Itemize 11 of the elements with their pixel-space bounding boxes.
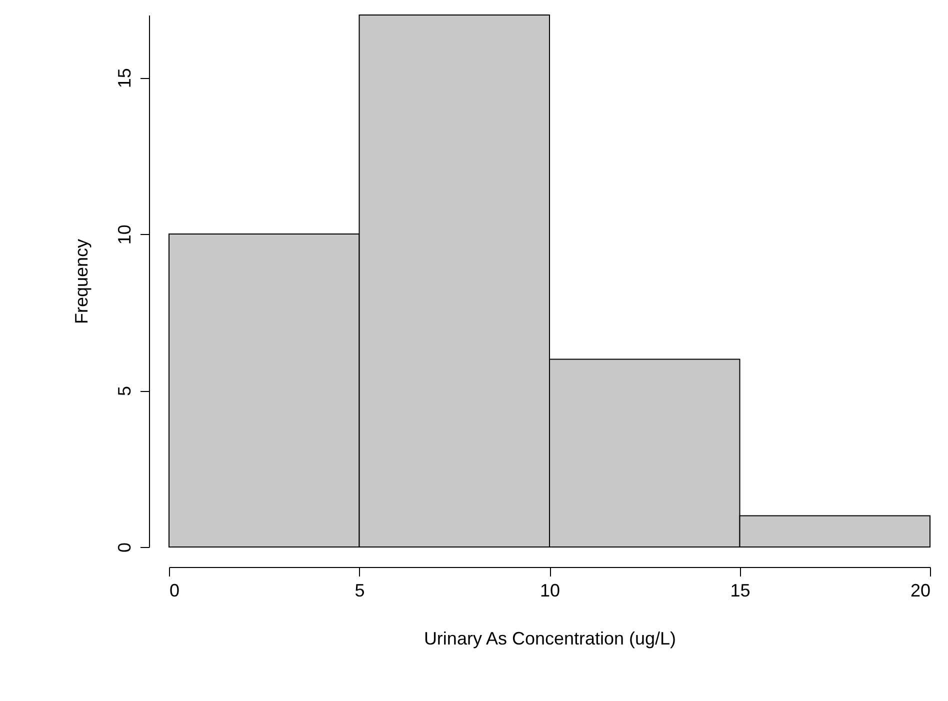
y-axis-title: Frequency: [72, 238, 92, 324]
y-tick-label: 0: [114, 542, 134, 553]
x-tick-label: 5: [354, 580, 365, 600]
x-tick-label: 20: [910, 580, 930, 600]
x-tick-label: 15: [730, 580, 750, 600]
y-tick-label: 5: [114, 386, 134, 396]
x-tick-label: 0: [170, 580, 180, 600]
x-tick-label: 10: [540, 580, 560, 600]
y-tick-label: 10: [114, 224, 134, 245]
x-axis-title: Urinary As Concentration (ug/L): [424, 628, 676, 648]
y-tick-label: 15: [114, 68, 134, 88]
